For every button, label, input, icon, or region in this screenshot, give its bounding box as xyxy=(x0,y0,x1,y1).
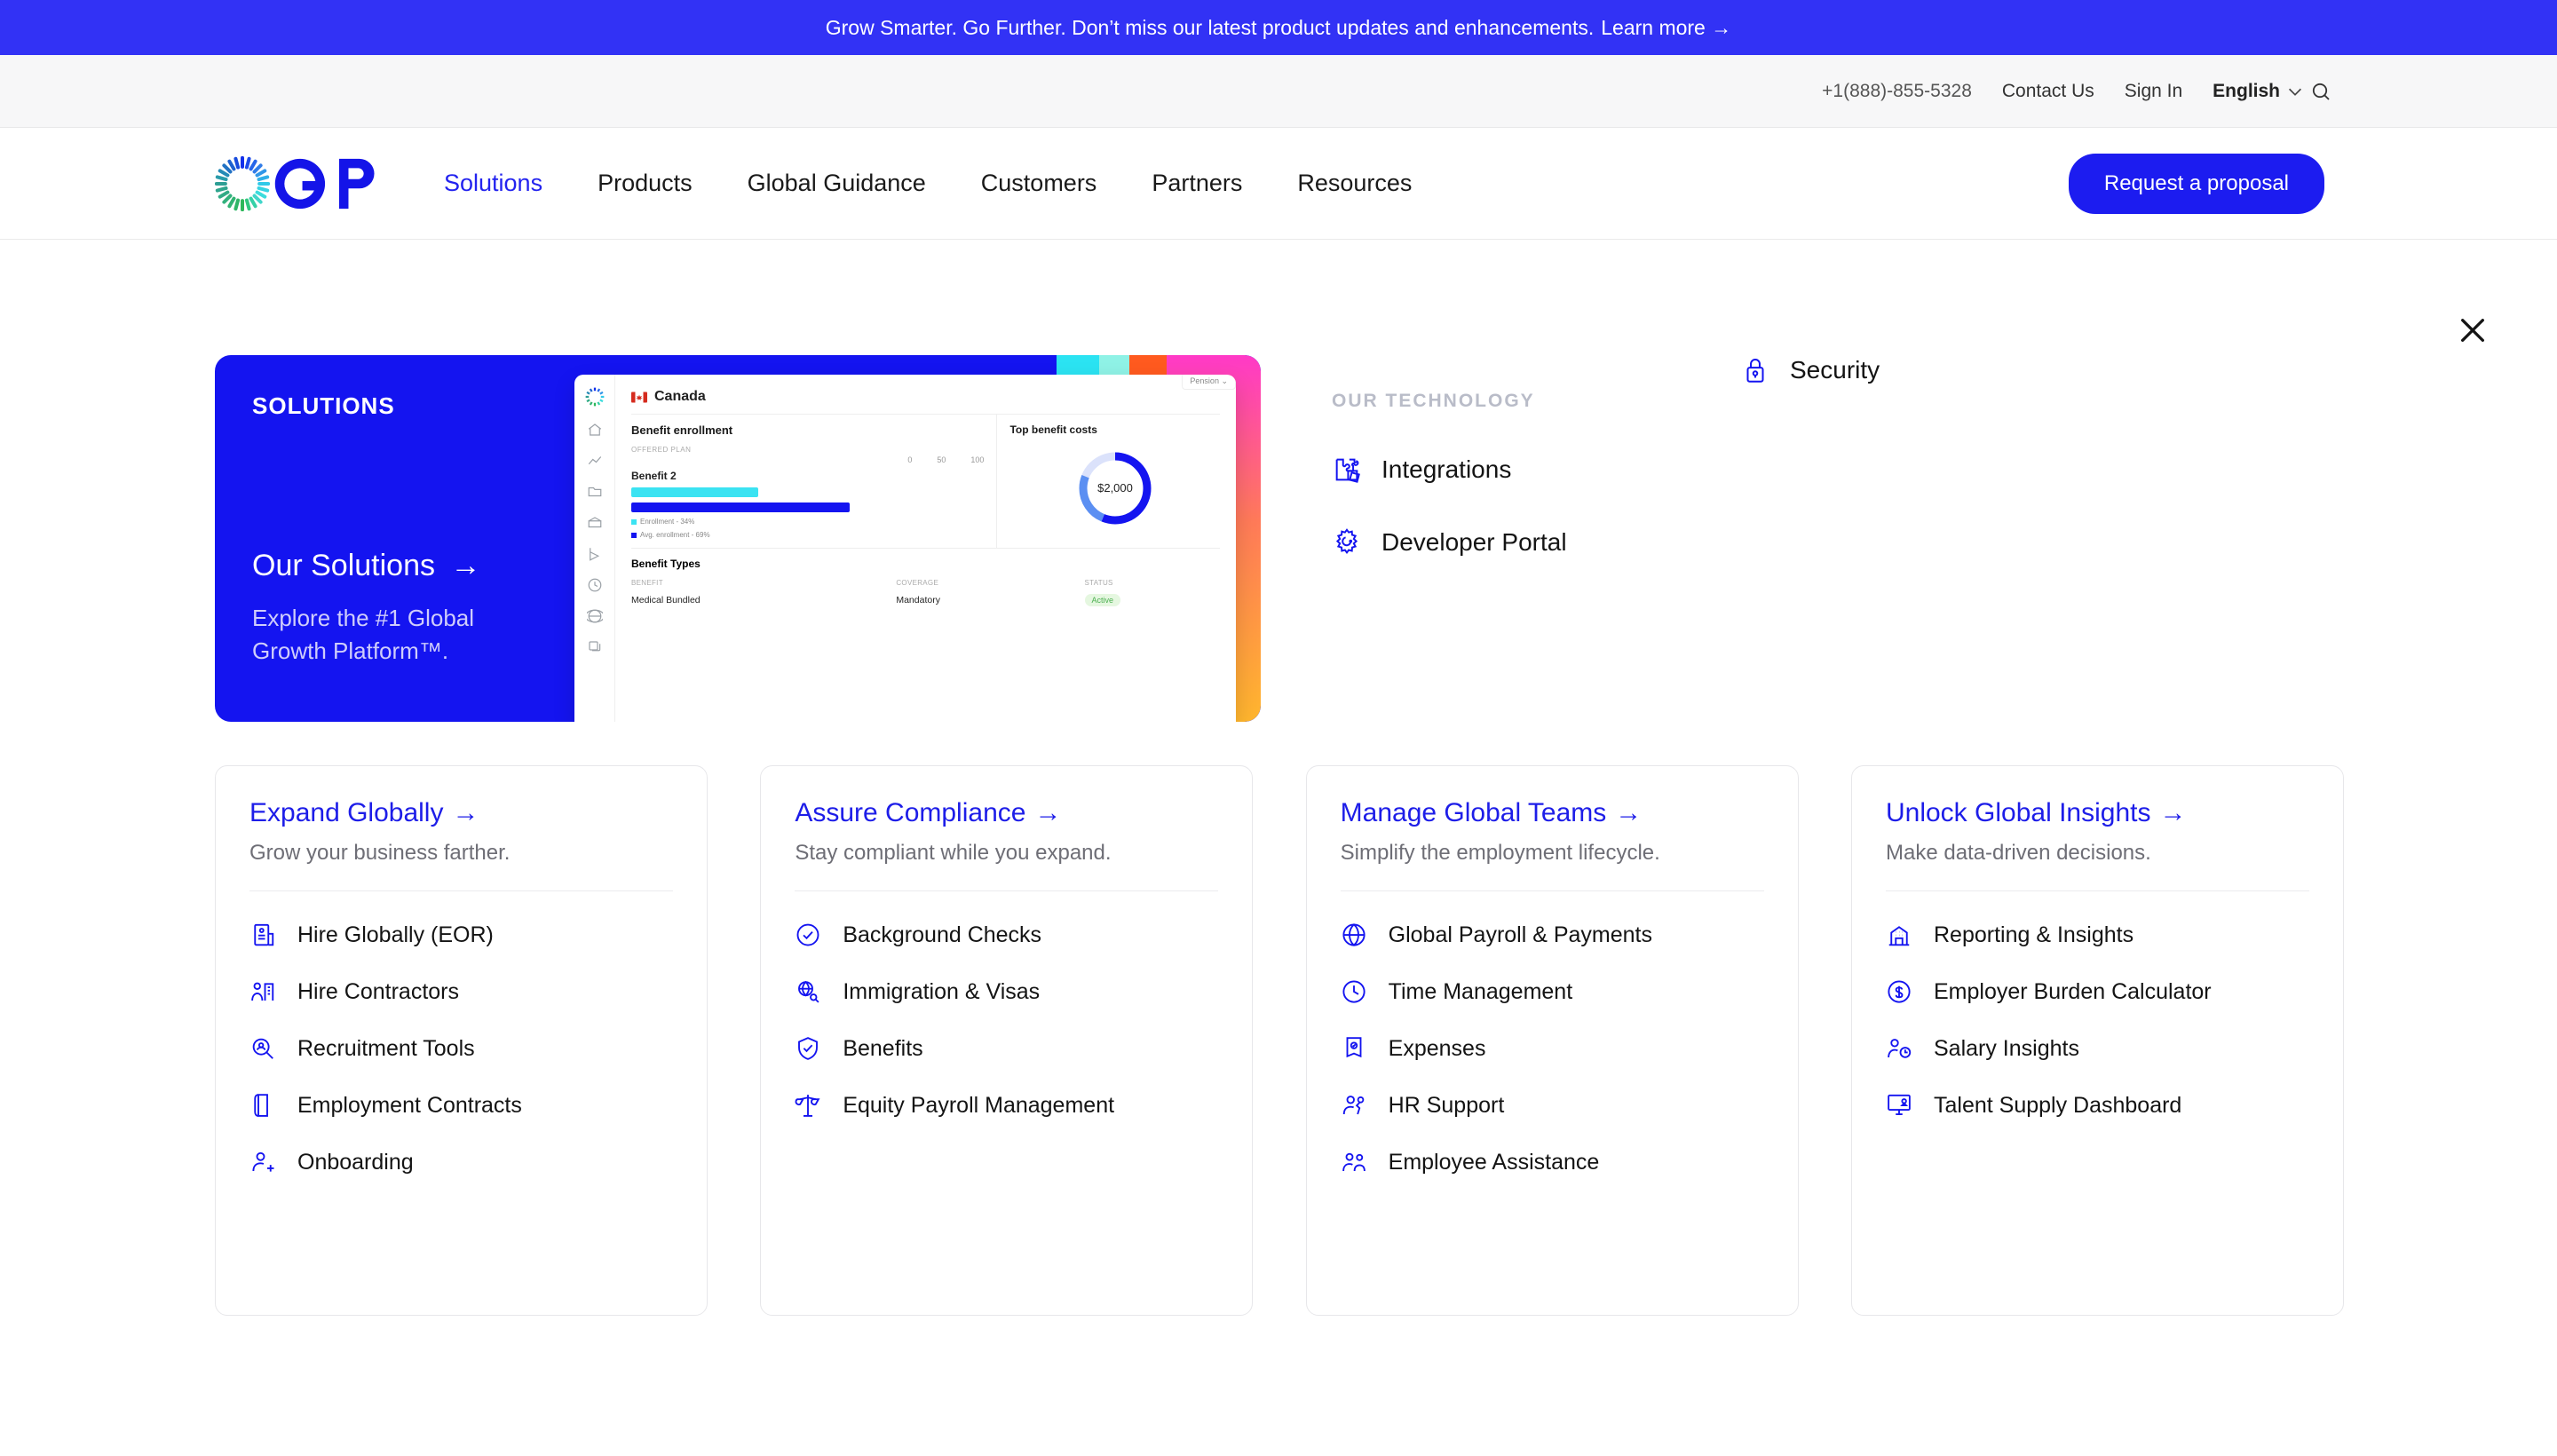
svg-text:$2,000: $2,000 xyxy=(1097,481,1133,495)
